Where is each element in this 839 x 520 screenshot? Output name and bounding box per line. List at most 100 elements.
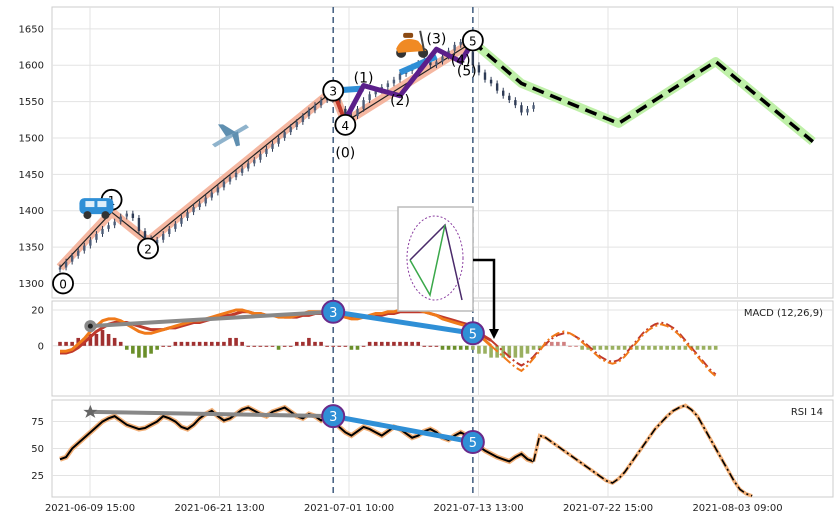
macd-histogram-bar (94, 333, 99, 346)
macd-histogram-bar (240, 341, 244, 346)
candle-body (459, 41, 462, 45)
rsi-tick-label: 50 (31, 444, 44, 455)
candle-body (386, 83, 390, 88)
candle-body (398, 73, 402, 80)
macd-histogram-bar (313, 341, 317, 346)
candle-body (289, 127, 292, 133)
price-tick-label: 1400 (19, 206, 44, 217)
macd-divergence-line (332, 309, 474, 336)
candle-body (83, 245, 86, 251)
candle-body (222, 181, 226, 188)
candle-body (89, 239, 92, 246)
x-tick-label: 2021-06-21 13:00 (174, 503, 264, 514)
inset-arrow (489, 329, 499, 339)
projection-line (471, 40, 814, 143)
subwave-line (343, 40, 475, 121)
macd-histogram-bar (264, 345, 269, 347)
macd-tick-label: 20 (31, 305, 44, 316)
wave-label-circle (334, 113, 357, 136)
macd-histogram-bar (471, 345, 475, 350)
macd-histogram-bar (653, 345, 657, 350)
macd-histogram-bar (592, 345, 597, 350)
candle-body (204, 197, 207, 204)
macd-histogram-bar (173, 341, 178, 346)
macd-histogram-bar (373, 341, 378, 346)
macd-histogram-bar (349, 345, 354, 350)
x-tick-label: 2021-07-22 15:00 (563, 503, 653, 514)
candle-body (471, 52, 475, 66)
candle-body (174, 223, 177, 229)
macd-histogram-bar (404, 341, 408, 346)
macd-histogram-bar (665, 345, 669, 350)
candle-body (368, 94, 371, 101)
candle-body (526, 108, 529, 113)
macd-signal-projection (490, 321, 717, 376)
candle-body (307, 110, 311, 117)
inset-connector (473, 258, 496, 333)
airplane-wing (218, 124, 236, 137)
wave-label-circle (137, 237, 159, 260)
macd-histogram-bar (422, 345, 427, 347)
candle-body (210, 192, 213, 198)
macd-histogram-bar (112, 337, 117, 346)
macd-histogram-bar (301, 341, 305, 346)
rsi-divergence-label: 5 (469, 436, 477, 451)
wave-label: 5 (469, 34, 477, 48)
macd-histogram-bar (677, 345, 682, 350)
macd-histogram-bar (228, 337, 232, 346)
macd-histogram-bar (343, 345, 348, 347)
macd-histogram-bar (671, 345, 676, 350)
scooter-icon (396, 30, 429, 58)
candle-body (271, 143, 274, 149)
rsi-divergence-marker (321, 404, 346, 429)
macd-histogram-bar (124, 345, 129, 350)
macd-trend-dot (87, 323, 93, 329)
macd-histogram-bar (161, 345, 166, 347)
macd-histogram-bar (276, 345, 281, 350)
macd-histogram-bar (258, 345, 263, 347)
candle-body (301, 116, 305, 122)
candle-body (277, 137, 280, 144)
candle-body (253, 159, 256, 164)
candle-body (520, 105, 523, 113)
macd-histogram-bar (464, 345, 469, 350)
car-window (85, 201, 95, 208)
inset-curve (406, 215, 464, 301)
macd-histogram-bar (355, 345, 360, 350)
candle-body (234, 172, 238, 178)
macd-histogram-bar (598, 345, 603, 350)
inset-wave (409, 224, 446, 298)
wave-label: (4) (451, 53, 471, 69)
rsi-tick-label: 75 (31, 417, 44, 428)
rsi-star-icon (83, 404, 98, 418)
wave-label-circle (52, 272, 74, 295)
macd-histogram-bar (452, 345, 457, 350)
car-wheel (83, 211, 92, 220)
macd-histogram-bar (191, 341, 196, 346)
macd-histogram-bar (131, 345, 135, 354)
macd-histogram-bar (458, 345, 463, 350)
candle-body (143, 231, 147, 239)
macd-divergence-marker (321, 299, 346, 324)
inset-thumbnail (397, 206, 499, 339)
candle-body (374, 90, 377, 95)
rsi-projection (532, 404, 753, 497)
macd-histogram-bar (428, 345, 433, 347)
macd-histogram-bar (209, 341, 214, 346)
wave-label-circle (322, 79, 345, 102)
macd-histogram-bar (562, 341, 566, 346)
macd-histogram-bar (519, 345, 524, 358)
rsi-divergence-line (332, 413, 474, 445)
airplane-icon (212, 124, 249, 148)
wave-label: 4 (342, 119, 350, 133)
macd-histogram-bar (446, 345, 451, 350)
macd-histogram-bar (604, 345, 609, 350)
macd-histogram-bar (580, 345, 584, 350)
macd-histogram-bar (76, 337, 81, 346)
airplane-wing (232, 131, 240, 147)
macd-histogram-bar (641, 345, 645, 350)
macd-divergence-label: 5 (469, 327, 477, 342)
car-icon (79, 198, 114, 220)
candle-body (435, 61, 438, 66)
price-tick-label: 1450 (19, 170, 44, 181)
